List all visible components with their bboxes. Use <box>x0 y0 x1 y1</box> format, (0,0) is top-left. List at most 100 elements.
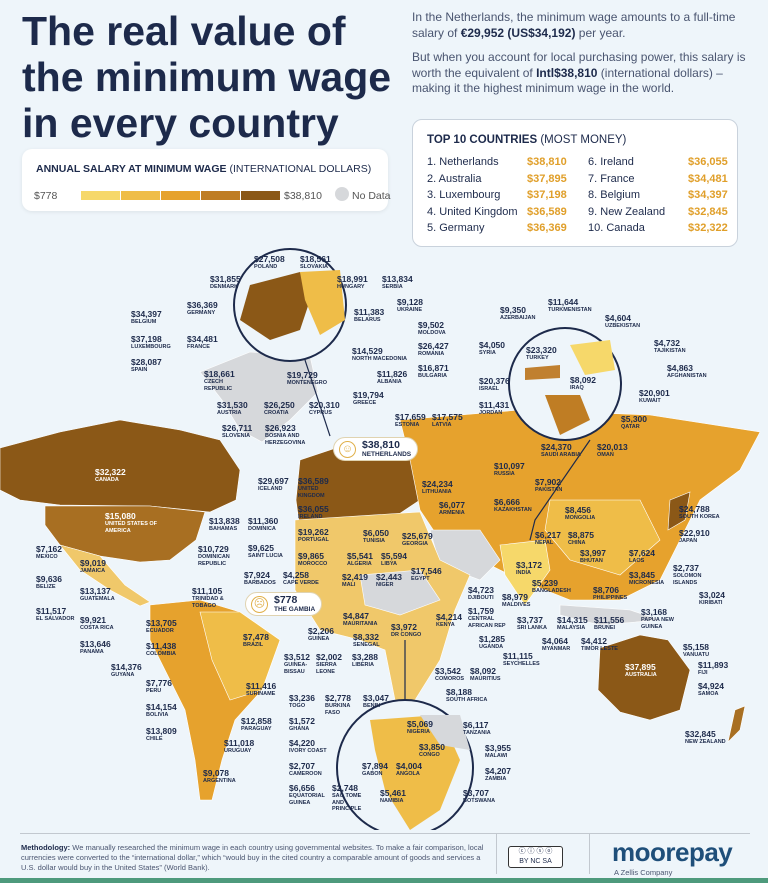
country-name: 10. Canada <box>588 222 645 234</box>
wage-value: $8,188 <box>446 687 472 697</box>
country-label-brazil: $7,478 BRAZIL <box>243 633 269 649</box>
wage-value: $32,322 <box>95 467 126 477</box>
country-label-oman: $20,013 OMAN <box>597 443 628 459</box>
wage-value: $36,369 <box>187 300 218 310</box>
no-data-swatch <box>335 187 349 201</box>
new-zealand <box>727 705 746 743</box>
country-label-kuwait: $20,901 KUWAIT <box>639 389 670 405</box>
wage-value: $5,461 <box>380 788 406 798</box>
country-name: BRAZIL <box>243 642 264 648</box>
country-name: NEPAL <box>535 540 554 546</box>
legend-swatch <box>81 191 120 200</box>
country-name: POLAND <box>254 264 278 270</box>
country-label-ireland: $36,055 IRELAND <box>298 505 329 521</box>
country-label-bahamas: $13,838 BAHAMAS <box>209 517 240 533</box>
country-name: TURKMENISTAN <box>548 307 592 313</box>
country-name: ISRAEL <box>479 386 500 392</box>
wage-value: $18,661 <box>204 369 235 379</box>
country-label-bosnia-and-herzegovina: $26,923 BOSNIA AND HERZEGOVINA <box>265 424 305 446</box>
wage-value: $29,697 <box>258 476 289 486</box>
country-name: LIBERIA <box>352 662 374 668</box>
country-label-mauritius: $8,092 MAURITIUS <box>470 667 501 683</box>
legend-max: $38,810 <box>284 190 322 202</box>
indonesia-gray <box>559 604 661 626</box>
top-10-box: TOP 10 COUNTRIES (MOST MONEY) 1. Netherl… <box>412 119 738 247</box>
country-label-slovakia: $18,561 SLOVAKIA <box>300 255 331 271</box>
country-label-trinidad-tobago: $11,105 TRINIDAD & TOBAGO <box>192 587 232 609</box>
wage-value: $4,847 <box>343 611 369 621</box>
country-label-liberia: $3,288 LIBERIA <box>352 653 378 669</box>
country-label-dr-congo: $3,972 DR CONGO <box>391 623 421 639</box>
sad-face-icon: ☹ <box>251 596 268 613</box>
country-label-romania: $26,427 ROMANIA <box>418 342 449 358</box>
country-name: LITHUANIA <box>422 489 452 495</box>
country-name: IVORY COAST <box>289 748 327 754</box>
country-label-turkey: $23,320 TURKEY <box>526 346 557 362</box>
country-label-india: $3,172 INDIA <box>516 561 542 577</box>
country-name: URUGUAY <box>224 748 252 754</box>
world-map: $27,508 POLAND $18,561 SLOVAKIA $31,855 DENMA… <box>0 240 768 837</box>
country-name: MALDIVES <box>502 602 531 608</box>
wage-value: $28,087 <box>131 357 162 367</box>
country-label-uganda: $1,285 UGANDA <box>479 635 505 651</box>
country-label-latvia: $17,575 LATVIA <box>432 413 463 429</box>
wage-value: $34,397 <box>131 309 162 319</box>
country-label-canada: $32,322 CANADA <box>95 468 126 484</box>
wage-value: $10,097 <box>494 461 525 471</box>
wage-value: $19,729 <box>287 370 318 380</box>
country-label-morocco: $9,865 MOROCCO <box>298 552 327 568</box>
wage-value: $5,541 <box>347 551 373 561</box>
wage-value: $3,707 <box>463 788 489 798</box>
country-name: MYANMAR <box>542 646 571 652</box>
intro-paragraph-1: In the Netherlands, the minimum wage amo… <box>412 10 736 40</box>
wage-value: $36,589 <box>298 476 329 486</box>
country-name: TOGO <box>289 703 306 709</box>
wage-value: $4,924 <box>698 681 724 691</box>
country-name: 7. France <box>588 172 635 185</box>
wage-value: $7,894 <box>362 761 388 771</box>
country-label-kazakhstan: $6,666 KAZAKHSTAN <box>494 498 532 514</box>
country-name: LUXEMBOURG <box>131 344 171 350</box>
country-label-estonia: $17,659 ESTONIA <box>395 413 426 429</box>
country-label-equatorial-guinea: $6,656 EQUATORIAL GUINEA <box>289 784 329 806</box>
wage-value: $9,019 <box>80 558 106 568</box>
country-name: IRAQ <box>570 385 584 391</box>
country-label-belgium: $34,397 BELGIUM <box>131 310 162 326</box>
mexico <box>59 544 151 607</box>
wage-value: $6,077 <box>439 500 465 510</box>
country-name: IRELAND <box>298 514 323 520</box>
country-name: HUNGARY <box>337 284 365 290</box>
moorepay-logo[interactable]: moorepay <box>612 837 733 867</box>
wage-value: $4,207 <box>485 766 511 776</box>
country-name: FRANCE <box>187 344 210 350</box>
country-label-saint-lucia: $9,625 SAINT LUCIA <box>248 544 283 560</box>
country-label-nigeria: $5,069 NIGERIA <box>407 720 433 736</box>
country-label-el-salvador: $11,517 EL SALVADOR <box>36 607 75 623</box>
country-label-sierra-leone: $2,002 SIERRA LEONE <box>316 653 356 675</box>
country-label-azerbaijan: $9,350 AZERBAIJAN <box>500 306 535 322</box>
wage-value: $13,705 <box>146 618 177 628</box>
country-value: $32,845 <box>688 205 728 218</box>
country-name: ZAMBIA <box>485 776 507 782</box>
country-name: TUNISIA <box>363 538 385 544</box>
wage-value: $25,679 <box>402 531 433 541</box>
country-label-mali: $2,419 MALI <box>342 573 368 589</box>
country-label-belarus: $11,383 BELARUS <box>354 308 384 324</box>
country-label-russia: $10,097 RUSSIA <box>494 462 525 478</box>
legend-color-scale <box>81 191 280 200</box>
country-name: JAPAN <box>679 538 698 544</box>
country-label-ecuador: $13,705 ECUADOR <box>146 619 177 635</box>
country-name: GUATEMALA <box>80 596 115 602</box>
wage-value: $11,826 <box>377 369 408 379</box>
wage-value: $11,517 <box>36 606 67 616</box>
wage-value: $18,991 <box>337 274 368 284</box>
divider <box>589 834 590 874</box>
country-label-saudi-arabia: $24,370 SAUDI ARABIA <box>541 443 581 459</box>
country-name: SAUDI ARABIA <box>541 452 581 458</box>
country-label-portugal: $19,262 PORTUGAL <box>298 528 329 544</box>
wage-value: $26,923 <box>265 423 296 433</box>
wage-value: $1,759 <box>468 606 494 616</box>
country-label-laos: $7,624 LAOS <box>629 549 655 565</box>
country-label-gabon: $7,894 GABON <box>362 762 388 778</box>
country-name: KIRIBATI <box>699 600 723 606</box>
